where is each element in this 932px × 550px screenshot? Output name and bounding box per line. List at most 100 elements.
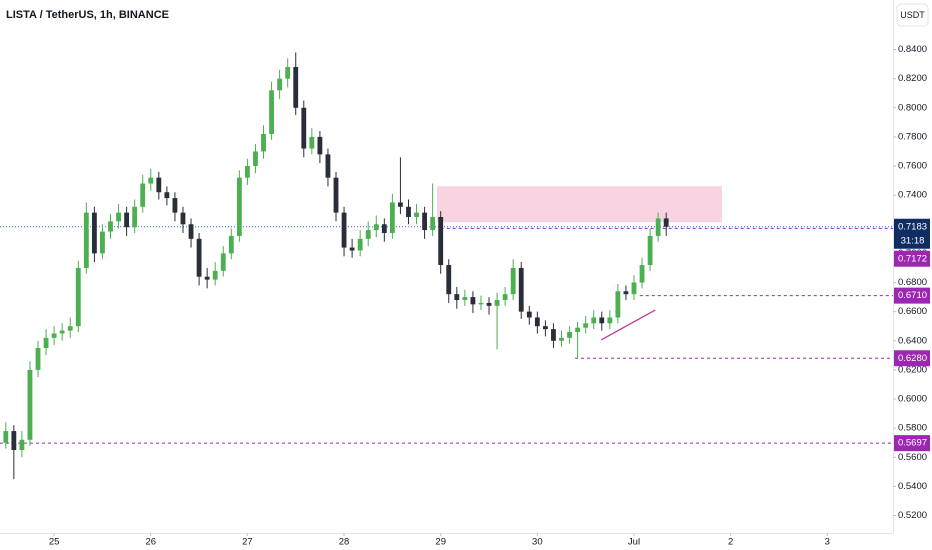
candle-body [631,282,637,295]
candle-body [156,177,162,193]
level-label-box [894,287,930,304]
candle-body [542,326,548,330]
candle-body [615,291,621,318]
candle-body [534,317,540,327]
y-tick-label: 0.7600 [898,161,927,172]
candle-body [204,276,210,280]
y-tick-label: 0.7400 [898,190,927,201]
y-tick-label: 0.7800 [898,131,927,142]
candle-body [446,265,452,295]
candle-body [269,90,274,134]
candle-body [3,431,9,443]
candle-body [655,218,661,236]
candle-body [75,267,81,327]
candle-body [83,212,89,268]
x-tick-label: 3 [825,536,830,547]
candle-body [365,230,371,239]
candle-body [599,317,605,324]
candle-body [414,212,419,217]
candle-body [277,78,283,91]
candle-body [510,267,516,295]
candle-body [59,330,65,334]
candle-body [478,302,484,305]
candle-body [454,294,460,300]
candle-body [180,212,186,225]
candle-body [430,216,436,231]
candle-body [124,212,130,228]
last-price-label: 0.7183 [898,221,927,232]
x-tick-label: 26 [145,536,156,547]
level-label-box [894,250,930,267]
y-tick-label: 0.8400 [898,44,927,55]
countdown-label: 31:18 [901,235,925,246]
candle-body [551,329,556,341]
candle-body [253,151,258,167]
x-tick-label: 30 [532,536,543,547]
candle-body [486,302,492,306]
x-tick-label: 2 [728,536,733,547]
level-label-box [894,350,930,367]
candle-body [639,265,645,283]
candle-body [100,231,105,254]
chart-title: LISTA / TetherUS, 1h, BINANCE [6,9,169,21]
candle-body [91,212,97,254]
y-tick-label: 0.6400 [898,335,927,346]
candle-body [502,294,508,300]
x-tick-label: 28 [339,536,350,547]
candle-body [341,212,347,248]
candle-body [108,221,113,232]
y-tick-label: 0.6600 [898,306,927,317]
level-label: 0.6710 [898,290,927,301]
candle-body [333,177,339,213]
candle-body [526,311,532,318]
trendline [600,309,656,341]
y-tick-label: 0.6200 [898,364,927,375]
candle-body [663,218,669,227]
candle-body [559,337,564,341]
candle-body [261,133,266,152]
candle-body [389,202,395,234]
candle-body [148,177,154,184]
candle-body [591,317,597,324]
x-tick-label: 29 [435,536,446,547]
candle-body [27,369,33,440]
candle-body [301,107,307,149]
currency-label: USDT [900,10,925,20]
candle-body [398,202,403,207]
level-label: 0.5697 [898,438,927,449]
candle-body [607,317,613,324]
candle-body [132,206,138,228]
y-tick-label: 0.8000 [898,102,927,113]
candle-body [116,212,121,222]
level-label: 0.7172 [898,253,927,264]
candle-body [19,439,25,450]
candle-body [623,291,629,295]
x-tick-label: 27 [242,536,253,547]
level-label: 0.6280 [898,353,927,364]
x-tick-label: 25 [49,536,60,547]
candle-body [220,253,226,271]
candle-body [470,297,476,305]
candle-body [575,327,581,333]
candle-body [357,238,363,251]
y-tick-label: 0.8200 [898,73,927,84]
candle-body [196,238,202,277]
candle-body [349,247,355,251]
candle-body [373,224,379,231]
candle-body [285,66,291,79]
candle-body [309,136,315,149]
candle-body [647,235,653,266]
candle-body [438,216,444,266]
y-tick-label: 0.5400 [898,481,927,492]
candle-body [406,206,411,217]
candle-body [317,136,323,155]
candle-body [381,224,387,234]
y-tick-label: 0.6800 [898,277,927,288]
supply-zone [436,186,722,223]
candle-body [164,192,170,199]
candle-body [518,267,524,312]
currency-button[interactable] [896,3,929,27]
last-price-box [894,218,930,249]
